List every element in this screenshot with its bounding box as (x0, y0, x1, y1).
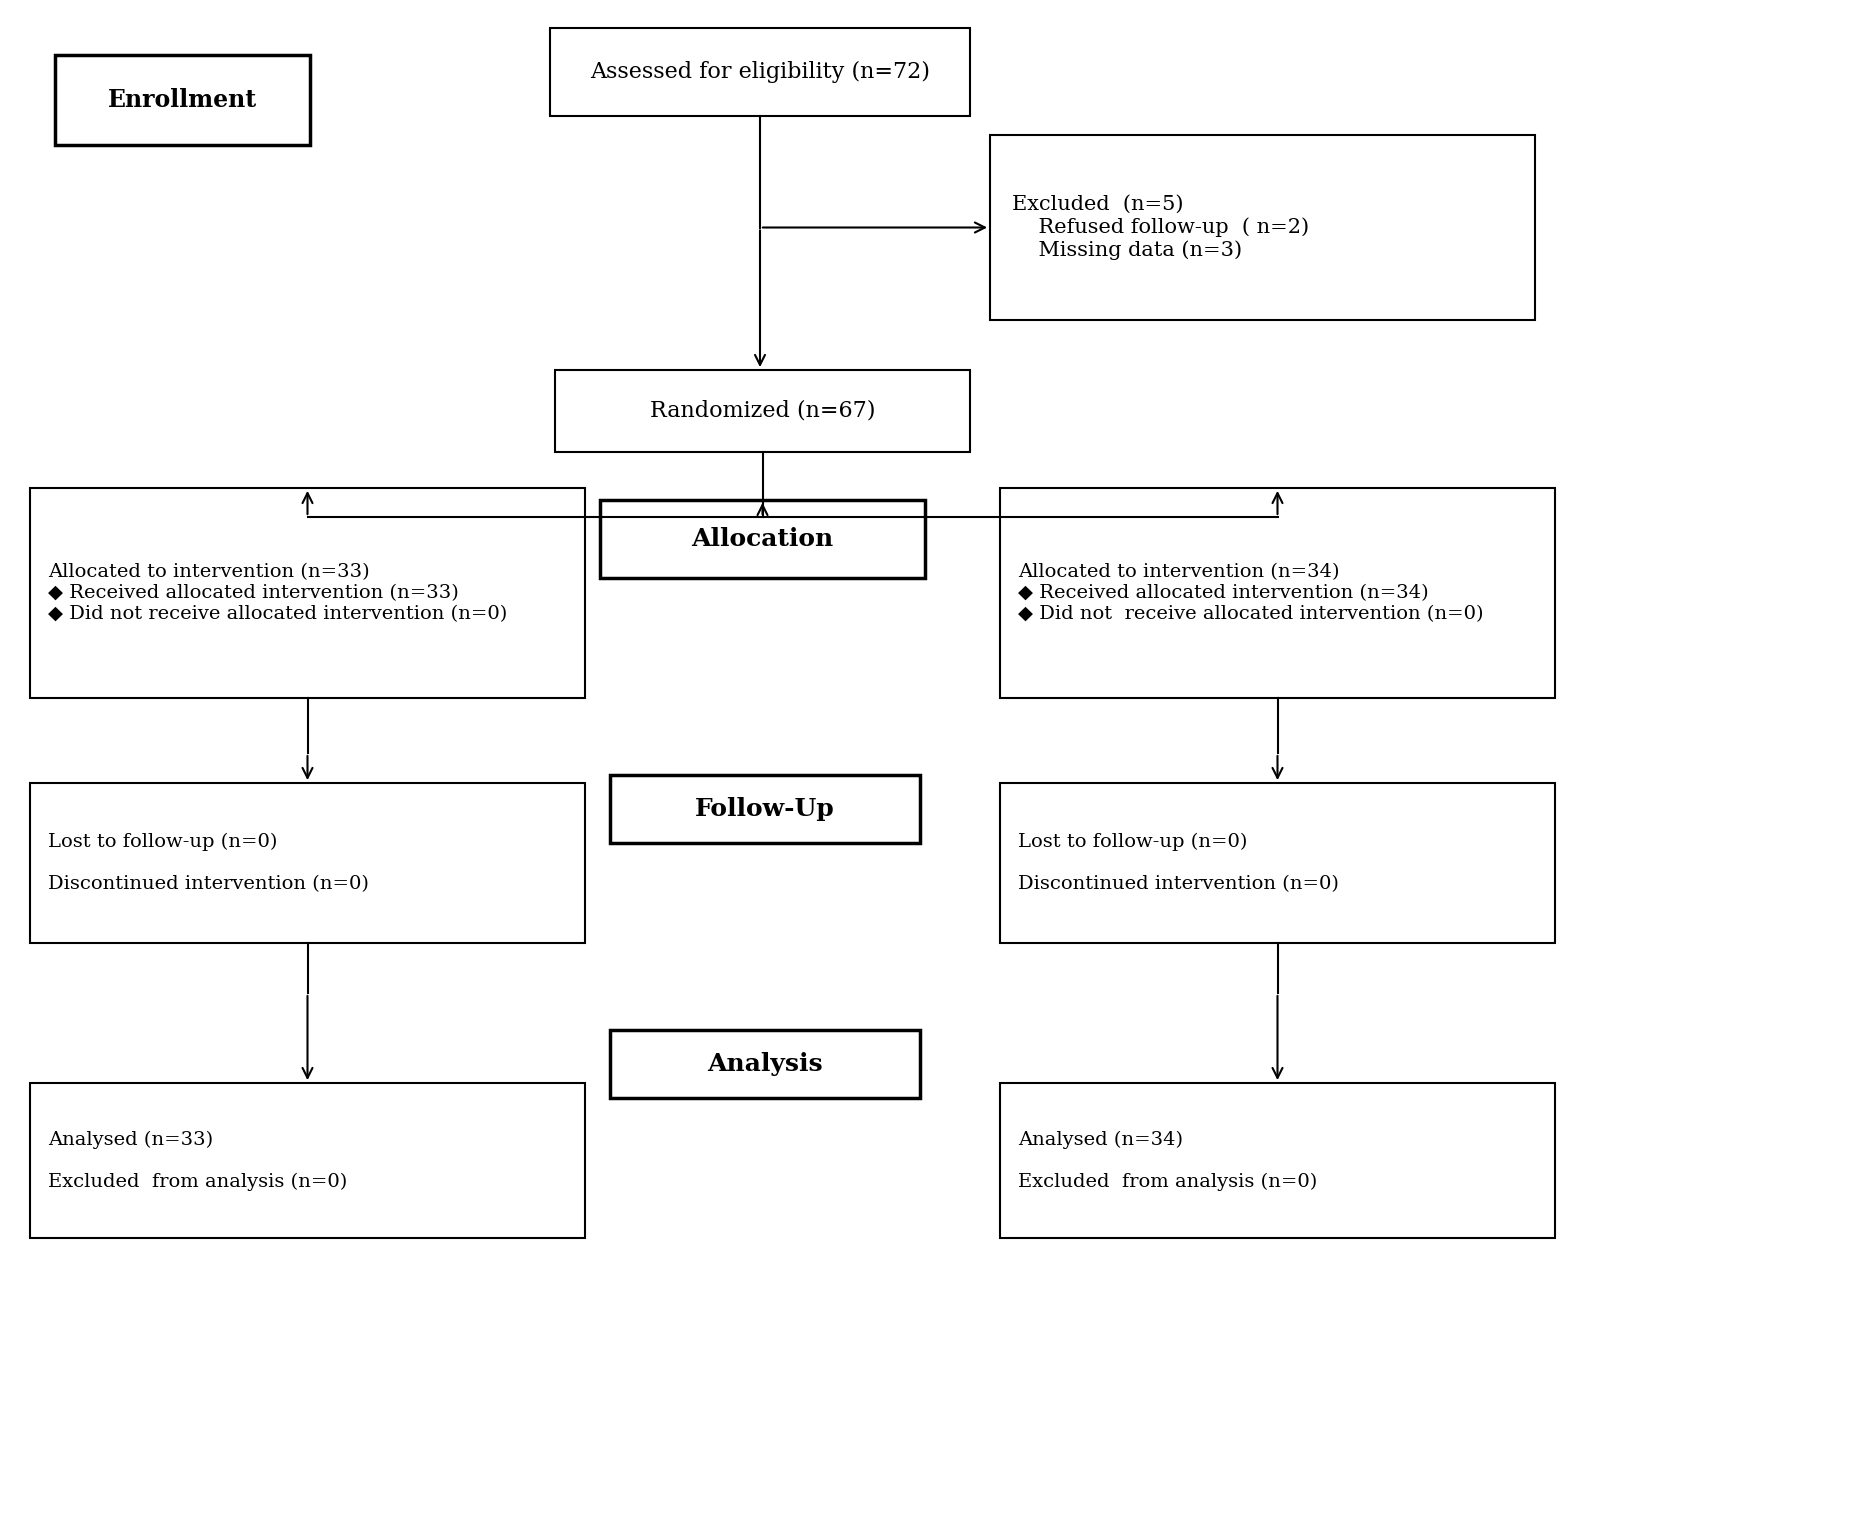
Bar (999, 1083, 1554, 1238)
Bar (600, 500, 924, 578)
Bar (999, 782, 1554, 943)
Bar (999, 488, 1554, 698)
Bar (549, 28, 969, 117)
Bar (54, 55, 309, 146)
Text: Excluded  (n=5)
    Refused follow-up  ( n=2)
    Missing data (n=3): Excluded (n=5) Refused follow-up ( n=2) … (1013, 195, 1309, 259)
Bar (609, 775, 921, 844)
Text: Analysis: Analysis (707, 1052, 823, 1075)
Text: Lost to follow-up (n=0)

Discontinued intervention (n=0): Lost to follow-up (n=0) Discontinued int… (1018, 833, 1339, 893)
Bar (555, 370, 969, 453)
Text: Follow-Up: Follow-Up (696, 798, 834, 821)
Text: Analysed (n=33)

Excluded  from analysis (n=0): Analysed (n=33) Excluded from analysis (… (49, 1131, 347, 1190)
Bar (990, 135, 1536, 321)
Text: Allocated to intervention (n=34)
◆ Received allocated intervention (n=34)
◆ Did : Allocated to intervention (n=34) ◆ Recei… (1018, 563, 1483, 623)
Text: Randomized (n=67): Randomized (n=67) (651, 400, 876, 422)
Text: Assessed for eligibility (n=72): Assessed for eligibility (n=72) (591, 61, 930, 83)
Text: Enrollment: Enrollment (109, 87, 257, 112)
Bar (609, 1029, 921, 1098)
Text: Analysed (n=34)

Excluded  from analysis (n=0): Analysed (n=34) Excluded from analysis (… (1018, 1131, 1318, 1190)
Bar (30, 488, 585, 698)
Text: Allocation: Allocation (692, 528, 834, 551)
Text: Lost to follow-up (n=0)

Discontinued intervention (n=0): Lost to follow-up (n=0) Discontinued int… (49, 833, 369, 893)
Bar (30, 782, 585, 943)
Bar (30, 1083, 585, 1238)
Text: Allocated to intervention (n=33)
◆ Received allocated intervention (n=33)
◆ Did : Allocated to intervention (n=33) ◆ Recei… (49, 563, 508, 623)
